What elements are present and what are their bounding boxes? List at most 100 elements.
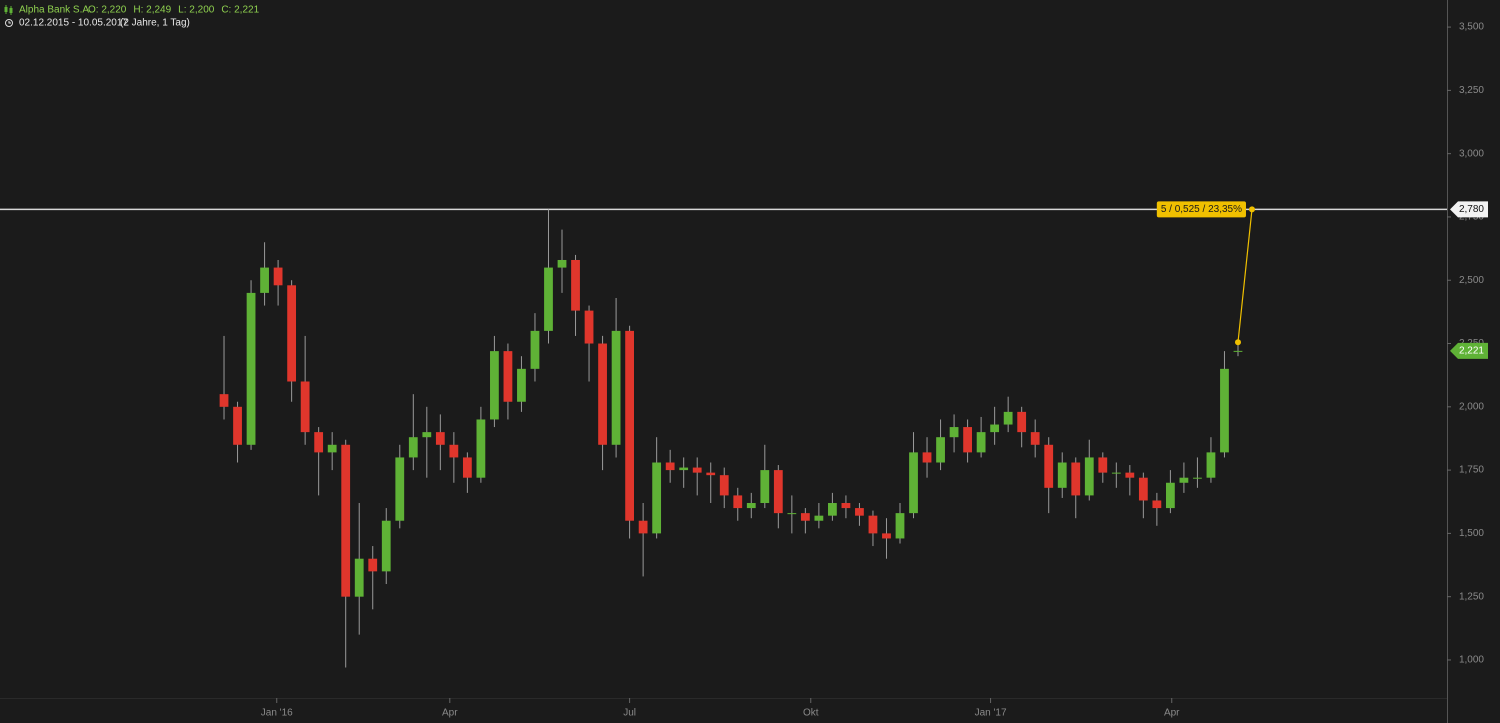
y-tick-label: 1,000 <box>1459 655 1484 666</box>
y-tick-label: 3,000 <box>1459 148 1484 159</box>
candle-body <box>909 452 918 514</box>
candle-body <box>652 462 662 534</box>
candle-body <box>773 470 783 514</box>
candle-body <box>922 452 932 463</box>
candle-body <box>462 457 472 478</box>
candle-body <box>598 343 607 445</box>
candle-body <box>800 513 810 521</box>
y-tick-label: 2,500 <box>1459 275 1484 286</box>
candle-body <box>1044 444 1054 488</box>
candle-body <box>1111 472 1121 474</box>
candle-body <box>368 558 378 572</box>
x-tick-label: Apr <box>442 708 458 719</box>
y-tick-label: 2,000 <box>1459 401 1484 412</box>
price-tag-label: 2,780 <box>1459 204 1484 215</box>
candle-body <box>408 437 418 458</box>
y-tick-label: 1,750 <box>1459 465 1484 476</box>
candle-body <box>341 444 351 597</box>
candle-body <box>1193 477 1202 479</box>
candle-body <box>868 515 878 534</box>
candle-body <box>719 475 729 496</box>
candle-body <box>287 285 297 382</box>
ohlc-value: C: 2,221 <box>221 5 259 16</box>
candle-body <box>1003 411 1013 425</box>
candle-body <box>625 330 635 521</box>
candle-body <box>449 444 459 458</box>
candle-body <box>435 432 445 445</box>
candle-body <box>706 472 716 476</box>
date-range: 02.12.2015 - 10.05.2017 <box>19 18 128 29</box>
y-tick-label: 1,250 <box>1459 591 1484 602</box>
y-tick-label: 3,500 <box>1459 22 1484 33</box>
candle-body <box>679 467 689 471</box>
candle-body <box>976 432 986 453</box>
candle-body <box>246 292 256 445</box>
candle-body <box>1152 500 1162 509</box>
candle-body <box>544 267 553 331</box>
candle-body <box>949 427 959 438</box>
candle-body <box>814 515 824 521</box>
price-tag <box>1450 342 1488 359</box>
candle-body <box>963 427 972 453</box>
candle-body <box>828 503 837 516</box>
ohlc-value: O: 2,220 <box>88 5 127 16</box>
candle-body <box>314 432 324 453</box>
candle-body <box>503 351 513 402</box>
candle-body <box>476 419 486 478</box>
candle-body <box>1125 472 1135 478</box>
candle-body <box>1179 477 1189 483</box>
y-tick-label: 3,250 <box>1459 85 1484 96</box>
candle-body <box>219 394 229 407</box>
candle-body <box>1165 482 1175 509</box>
candle-body <box>1220 368 1229 453</box>
candle-body <box>841 503 851 509</box>
legend-icon <box>4 5 13 15</box>
candle-body <box>1206 452 1216 478</box>
measure-start <box>1234 339 1241 346</box>
x-tick-label: Apr <box>1164 708 1180 719</box>
candle-body <box>381 520 391 572</box>
candle-body <box>936 437 945 463</box>
candle-body <box>584 310 594 344</box>
candle-body <box>760 470 770 504</box>
price-tag-label: 2,221 <box>1459 346 1484 357</box>
candle-body <box>1071 462 1081 496</box>
candle-body <box>692 467 702 473</box>
candle-body <box>733 495 743 509</box>
candle-body <box>746 503 756 509</box>
measure-box <box>1156 201 1246 218</box>
clock-hand <box>8 21 11 24</box>
candle-body <box>1138 477 1148 501</box>
candle-body <box>1030 432 1040 445</box>
candle-body <box>638 520 648 534</box>
measure-label: 5 / 0,525 / 23,35% <box>1161 204 1242 215</box>
candle-body <box>354 558 364 597</box>
price-tag <box>1450 201 1488 218</box>
candle-body <box>855 508 864 516</box>
symbol: Alpha Bank S.A. <box>19 5 92 16</box>
candle-body <box>422 432 432 438</box>
candle-body <box>990 424 1000 433</box>
candle-body <box>1017 411 1027 433</box>
candle-body <box>1233 350 1243 352</box>
period: (2 Jahre, 1 Tag) <box>120 18 190 29</box>
y-tick-label: 1,500 <box>1459 528 1484 539</box>
candle-body <box>1084 457 1094 496</box>
measure-line <box>1237 209 1253 343</box>
candle-body <box>571 259 580 311</box>
candle-body <box>665 462 675 471</box>
x-tick-label: Jan '17 <box>975 708 1007 719</box>
candle-body <box>517 368 526 402</box>
measure-end <box>1248 206 1255 213</box>
clock-icon <box>5 19 13 27</box>
candle-body <box>300 381 310 433</box>
candle-body <box>611 330 621 445</box>
candle-body <box>1057 462 1067 488</box>
candle-body <box>490 351 499 420</box>
candle-body <box>530 330 540 369</box>
candle-body <box>1098 457 1108 473</box>
candle-body <box>260 267 269 293</box>
